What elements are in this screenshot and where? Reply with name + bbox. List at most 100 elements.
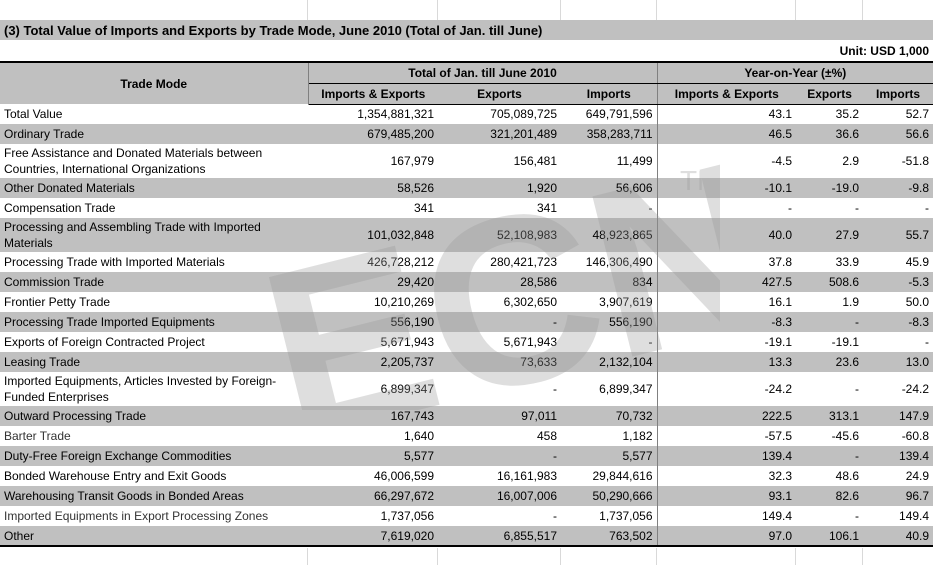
value-cell: - [438,446,561,466]
value-cell: 23.6 [796,352,864,372]
value-cell: 40.9 [863,526,933,547]
trade-mode-cell: Warehousing Transit Goods in Bonded Area… [0,486,308,506]
value-cell: 29,420 [308,272,438,292]
table-row: Outward Processing Trade 167,743 97,011 70,… [0,406,933,426]
sheet-grid-bottom [0,548,933,565]
value-cell: - [648,335,653,349]
header-col: Imports [561,83,658,105]
table-row: Bonded Warehouse Entry and Exit Goods 46,… [0,466,933,486]
value-cell: 82.6 [796,486,864,506]
trade-mode-cell: Outward Processing Trade [0,406,308,426]
value-cell: 33.9 [835,255,860,269]
value-cell: -45.6 [831,429,860,443]
value-cell: 222.5 [656,406,797,426]
value-cell: 2,132,104 [561,352,658,372]
trade-mode-cell: Compensation Trade [4,201,116,215]
value-cell: 5,671,943 [503,335,557,349]
value-cell: -19.1 [656,332,797,352]
value-cell: 93.1 [656,486,797,506]
value-cell: 1,354,881,321 [357,107,434,122]
value-cell: - [855,509,860,523]
value-cell: - [925,335,930,349]
trade-mode-cell: Duty-Free Foreign Exchange Commodities [0,446,308,466]
value-cell: 32.3 [656,466,797,486]
sheet-grid-top [0,0,933,20]
header-col: Exports [438,83,561,105]
trade-mode-cell: Other Donated Materials [0,178,308,198]
value-cell: -51.8 [901,154,930,168]
table-row: Warehousing Transit Goods in Bonded Area… [0,486,933,506]
header-trade-mode: Trade Mode [0,61,309,104]
value-cell: 1.9 [842,295,860,309]
value-cell: 56,606 [561,178,658,198]
table-row: Processing Trade with Imported Materials… [0,252,933,272]
value-cell: 167,743 [308,406,438,426]
value-cell: 66,297,672 [308,486,438,506]
value-cell: 6,899,347 [380,382,434,396]
value-cell: -4.5 [656,144,797,178]
value-cell: 156,481 [513,154,557,168]
value-cell: 147.9 [863,406,933,426]
trade-mode-cell: Frontier Petty Trade [4,295,111,309]
value-cell: 45.9 [905,255,930,269]
trade-mode-cell: Ordinary Trade [0,124,308,144]
value-cell: 50,290,666 [561,486,658,506]
value-cell: -19.1 [831,335,860,349]
value-cell: 139.4 [863,446,933,466]
value-cell: 11,499 [616,154,653,168]
trade-mode-cell: Barter Trade [4,429,71,443]
value-cell: 27.9 [796,218,864,252]
value-cell: 52,108,983 [438,218,561,252]
value-cell: - [553,509,557,523]
value-cell: 139.4 [656,446,797,466]
value-cell: 2,205,737 [308,352,438,372]
value-cell: 167,979 [390,154,434,168]
value-cell: 341 [413,201,434,215]
trade-mode-cell: Imported Equipments, Articles Invested b… [4,374,277,404]
value-cell: 97,011 [438,406,561,426]
value-cell: 36.6 [796,124,864,144]
table-row: Imported Equipments in Export Processing… [0,506,933,526]
value-cell: 649,791,596 [585,107,653,122]
trade-mode-cell: Other [0,526,308,547]
value-cell: 341 [536,201,557,215]
header-col: Exports [796,83,864,105]
value-cell: -10.1 [656,178,797,198]
value-cell: - [855,201,860,215]
value-cell: 48,923,865 [561,218,658,252]
value-cell: 55.7 [863,218,933,252]
value-cell: 427.5 [656,272,797,292]
value-cell: -57.5 [656,426,797,446]
value-cell: 313.1 [796,406,864,426]
table-row: Barter Trade 1,640 458 1,182 -57.5 -45.6 -60.8 [0,426,933,446]
value-cell: 28,586 [438,272,561,292]
value-cell: - [855,382,860,396]
value-cell: -8.3 [656,312,797,332]
value-cell: - [796,312,864,332]
value-cell: 56.6 [863,124,933,144]
value-cell: 58,526 [308,178,438,198]
table-row: Processing Trade Imported Equipments 556,… [0,312,933,332]
trade-mode-cell: Commission Trade [0,272,308,292]
value-cell: 101,032,848 [308,218,438,252]
value-cell: -24.2 [901,382,930,396]
header-group-total: Total of Jan. till June 2010 [308,61,658,84]
value-cell: - [648,201,653,215]
trade-mode-cell: Bonded Warehouse Entry and Exit Goods [4,469,227,483]
table-row: Imported Equipments, Articles Invested b… [0,372,933,406]
value-cell: 97.0 [656,526,797,547]
value-cell: 1,920 [438,178,561,198]
value-cell: 43.1 [656,104,797,124]
value-cell: 50.0 [905,295,930,309]
value-cell: 679,485,200 [308,124,438,144]
value-cell: - [656,198,797,218]
value-cell: 16,007,006 [438,486,561,506]
header-col: Imports & Exports [308,83,438,105]
value-cell: 5,577 [561,446,658,466]
header-col: Imports [863,83,933,105]
value-cell: 46,006,599 [373,469,434,483]
table-row: Frontier Petty Trade 10,210,269 6,302,650 3… [0,292,933,312]
value-cell: 13.3 [656,352,797,372]
value-cell: -60.8 [901,429,930,443]
table-row: Free Assistance and Donated Materials be… [0,144,933,178]
